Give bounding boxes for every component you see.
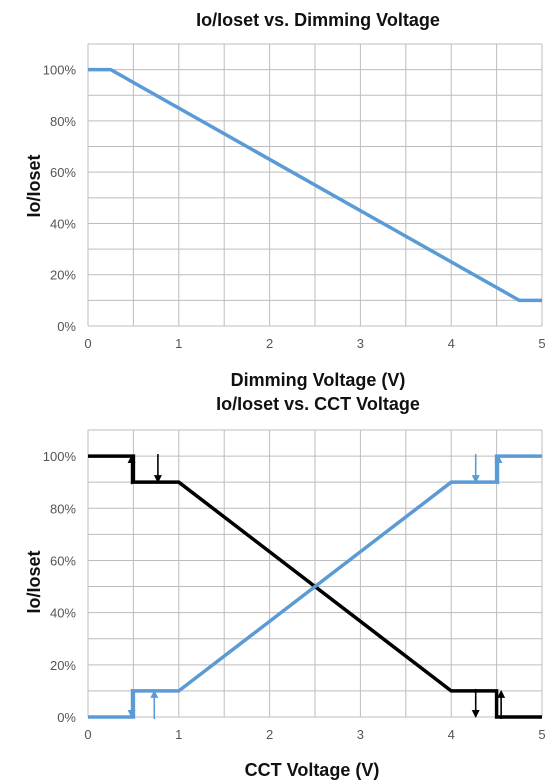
x-tick-label: 3 <box>357 336 364 351</box>
x-tick-label: 5 <box>538 727 545 742</box>
y-tick-label: 40% <box>50 216 76 231</box>
y-tick-label: 60% <box>50 165 76 180</box>
x-axis-label: Dimming Voltage (V) <box>231 370 406 390</box>
y-tick-label: 0% <box>57 710 76 725</box>
y-tick-label: 80% <box>50 501 76 516</box>
y-axis-label: Io/Ioset <box>24 550 44 613</box>
x-tick-label: 4 <box>448 727 455 742</box>
x-tick-label: 4 <box>448 336 455 351</box>
chart-grid <box>87 43 543 327</box>
y-tick-label: 0% <box>57 319 76 334</box>
y-tick-label: 20% <box>50 658 76 673</box>
y-tick-label: 100% <box>43 63 77 78</box>
y-axis-label: Io/Ioset <box>24 154 44 217</box>
x-tick-label: 5 <box>538 336 545 351</box>
chart-dimming: Io/Ioset vs. Dimming Voltage 0% 20% 40% 60%… <box>24 10 546 390</box>
y-tick-label: 60% <box>50 553 76 568</box>
y-ticks: 0% 20% 40% 60% 80% 100% <box>43 63 77 334</box>
x-tick-label: 2 <box>266 727 273 742</box>
y-tick-label: 20% <box>50 268 76 283</box>
x-tick-label: 2 <box>266 336 273 351</box>
x-axis-label: CCT Voltage (V) <box>245 760 380 780</box>
chart-cct: Io/Ioset vs. CCT Voltage 0% 20% 40% 60% 80% 1… <box>24 394 546 780</box>
y-tick-label: 80% <box>50 114 76 129</box>
x-tick-label: 1 <box>175 336 182 351</box>
series-group <box>88 67 542 303</box>
x-ticks: 0 1 2 3 4 5 <box>84 336 545 351</box>
chart-title: Io/Ioset vs. Dimming Voltage <box>196 10 440 30</box>
y-ticks: 0% 20% 40% 60% 80% 100% <box>43 449 77 725</box>
chart-grid <box>87 429 543 718</box>
series-line-1 <box>88 67 542 303</box>
hysteresis-arrows <box>127 454 506 719</box>
x-tick-label: 0 <box>84 727 91 742</box>
x-tick-label: 0 <box>84 336 91 351</box>
x-tick-label: 3 <box>357 727 364 742</box>
y-tick-label: 100% <box>43 449 77 464</box>
chart-title: Io/Ioset vs. CCT Voltage <box>216 394 420 414</box>
y-tick-label: 40% <box>50 606 76 621</box>
x-tick-label: 1 <box>175 727 182 742</box>
x-ticks: 0 1 2 3 4 5 <box>84 727 545 742</box>
